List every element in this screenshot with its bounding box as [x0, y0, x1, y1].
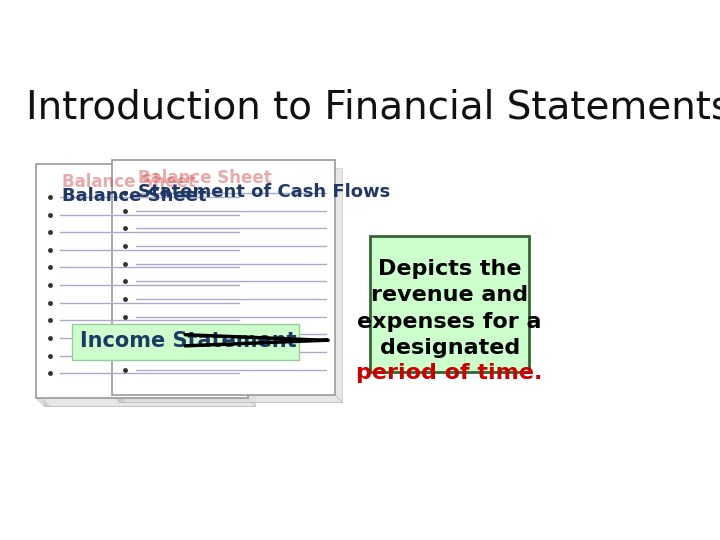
Text: expenses for a: expenses for a	[357, 312, 542, 332]
Text: Balance Sheet: Balance Sheet	[62, 173, 196, 191]
FancyBboxPatch shape	[112, 160, 335, 395]
FancyBboxPatch shape	[120, 168, 342, 402]
FancyBboxPatch shape	[44, 172, 256, 406]
Text: period of time.: period of time.	[356, 363, 543, 383]
FancyBboxPatch shape	[36, 164, 248, 399]
Text: Balance Sheet: Balance Sheet	[138, 170, 271, 187]
Text: Income Statement: Income Statement	[80, 331, 297, 351]
Text: Depicts the: Depicts the	[378, 259, 521, 279]
Text: Introduction to Financial Statements: Introduction to Financial Statements	[27, 89, 720, 126]
Text: designated: designated	[379, 338, 520, 358]
Text: Statement of Cash Flows: Statement of Cash Flows	[138, 183, 390, 201]
FancyBboxPatch shape	[370, 236, 529, 372]
Text: Balance Sheet: Balance Sheet	[62, 187, 207, 205]
FancyBboxPatch shape	[72, 323, 299, 360]
Text: revenue and: revenue and	[371, 285, 528, 305]
